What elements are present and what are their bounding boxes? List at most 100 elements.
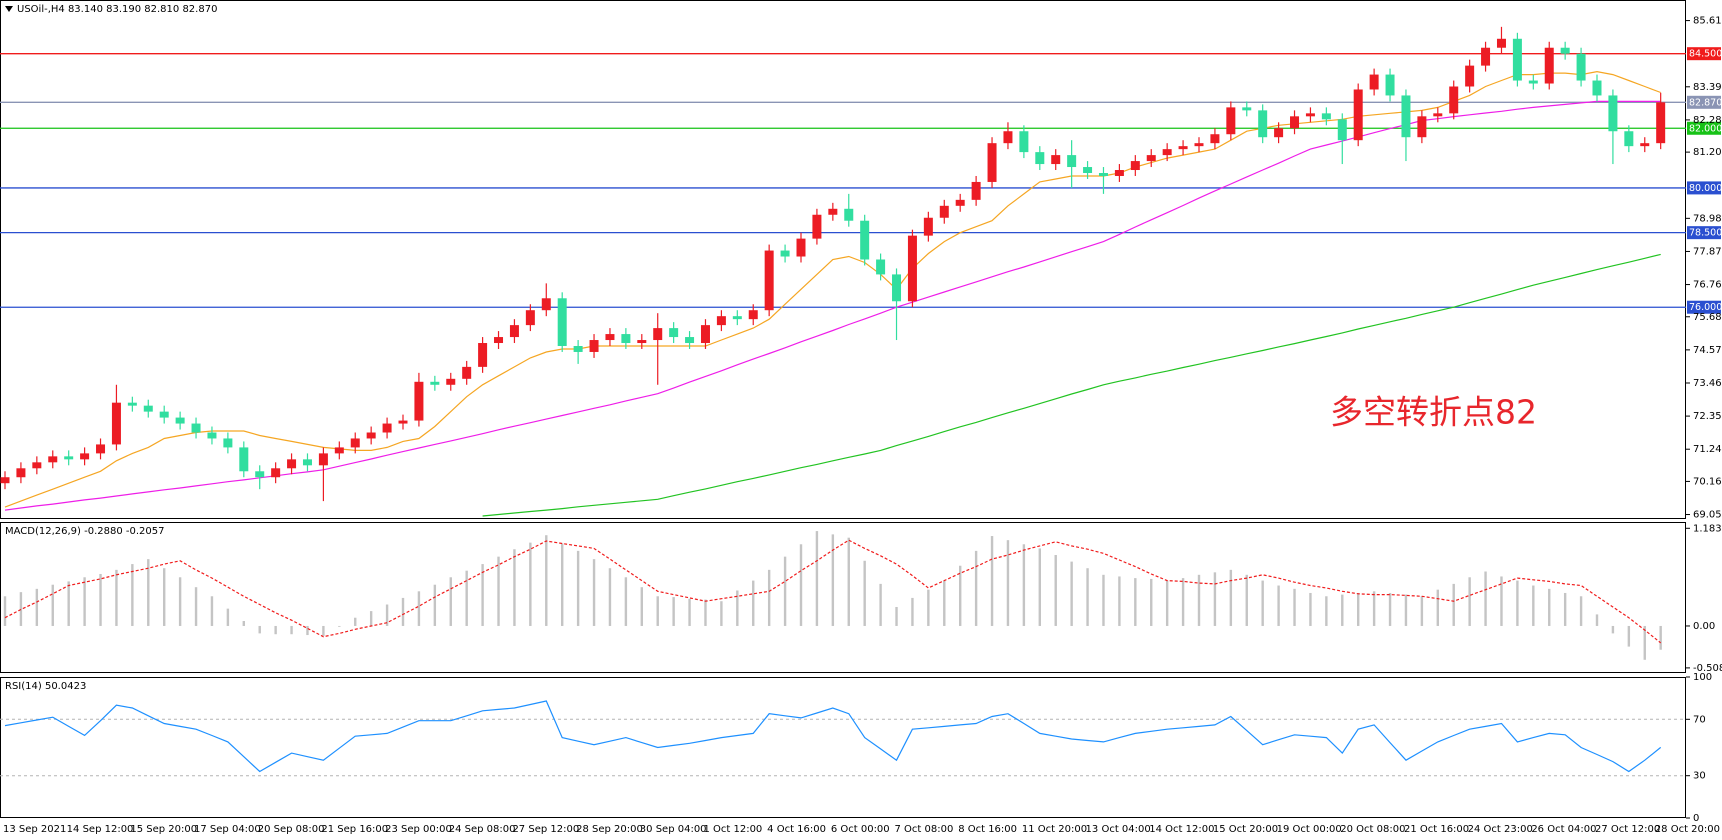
y-tick-label: 70 [1693,714,1706,725]
macd-bar [322,625,325,636]
x-tick-label: 21 Oct 16:00 [1404,824,1469,835]
level-label: 78.500 [1689,228,1722,239]
macd-bar [51,584,54,626]
macd-bar [1595,614,1599,626]
macd-bar [1516,580,1519,626]
candle-body [382,423,392,433]
candle-body [939,205,949,218]
macd-bar [274,625,277,635]
x-tick-label: 21 Sep 16:00 [321,824,388,835]
macd-bar [83,577,86,626]
candle-body [748,310,758,320]
x-tick-label: 26 Oct 04:00 [1531,824,1596,835]
candle-body [430,381,440,385]
macd-bar [178,577,182,626]
macd-bar [561,543,564,626]
level-label-box [1687,95,1721,109]
candle-body [159,411,169,418]
rsi-panel [0,677,1686,818]
macd-bar [1309,592,1312,626]
macd-bar [1325,596,1328,626]
panel-title: MACD(12,26,9) -0.2880 -0.2057 [5,526,165,537]
candle-body [239,447,249,472]
macd-bar [1213,572,1217,626]
y-tick-label: 70.160 [1693,476,1722,487]
candle-body [478,343,488,367]
level-label-box [1687,226,1721,240]
candle-body [175,417,185,424]
x-tick-label: 20 Sep 08:00 [258,824,325,835]
macd-bar [306,625,309,636]
candle-body [509,325,519,338]
macd-bar [1006,540,1010,626]
level-label-box [1687,121,1721,135]
macd-bar [608,568,612,626]
macd-bar [799,544,803,626]
macd-bar [163,568,166,626]
candle-body [557,298,567,346]
macd-bar [736,590,739,626]
candle-body [96,444,106,454]
moving-average [4,100,1661,511]
x-tick-label: 15 Oct 20:00 [1213,824,1278,835]
candle-body [780,250,790,257]
candle-body [334,447,344,454]
x-tick-label: 23 Sep 00:00 [385,824,452,835]
candle-body [111,402,121,445]
macd-bar [417,591,421,626]
candle-body [80,453,90,460]
macd-bar [1468,577,1471,626]
level-label-box [1687,300,1721,314]
candle-body [669,328,679,338]
macd-bar [1150,578,1153,626]
candle-body [812,214,822,239]
level-label: 80.000 [1689,183,1722,194]
macd-bar [863,560,866,626]
candle-body [1178,146,1188,150]
level-label-box [1687,47,1721,61]
panel-title: USOil-,H4 83.140 83.190 82.810 82.870 [17,4,217,15]
y-tick-label: 74.570 [1693,345,1722,356]
macd-bar [35,588,39,626]
macd-bar [704,599,707,626]
candle-body [1465,65,1475,87]
x-tick-label: 27 Sep 12:00 [512,824,579,835]
panel-title: RSI(14) 50.0423 [5,681,86,692]
x-tick-label: 11 Oct 20:00 [1022,824,1087,835]
y-tick-label: 76.760 [1693,280,1722,291]
macd-bar [831,534,835,626]
candle-body [1369,74,1379,90]
y-tick-label: 83.390 [1693,82,1722,93]
candle-body [16,468,26,478]
macd-bar [513,549,516,626]
macd-bar [19,592,23,626]
macd-bar [1245,574,1248,626]
candle-body [1544,47,1554,84]
macd-bar [449,577,452,626]
candle-body [764,250,774,311]
y-tick-label: 71.240 [1693,444,1722,455]
macd-bar [1197,574,1201,626]
candle-body [1592,80,1602,96]
candle-body [653,328,663,341]
macd-bar [1261,580,1264,626]
candle-body [1051,155,1061,165]
candle-body [318,453,328,466]
annotation: 多空转折点82 [1330,393,1537,432]
candle-body [1624,131,1634,147]
macd-bar [767,569,771,626]
macd-bar [1293,588,1296,626]
macd-bar [656,596,659,626]
x-tick-label: 1 Oct 12:00 [703,824,762,835]
candle-body [1290,116,1300,129]
candle-body [892,274,902,302]
macd-bar [1388,592,1392,626]
symbol-menu-icon[interactable] [5,6,13,12]
macd-bar [401,597,405,626]
x-tick-label: 27 Oct 12:00 [1595,824,1660,835]
macd-bar [1134,578,1137,626]
macd-bar [943,580,946,626]
candle-body [1576,53,1586,81]
level-label: 76.000 [1689,302,1722,313]
